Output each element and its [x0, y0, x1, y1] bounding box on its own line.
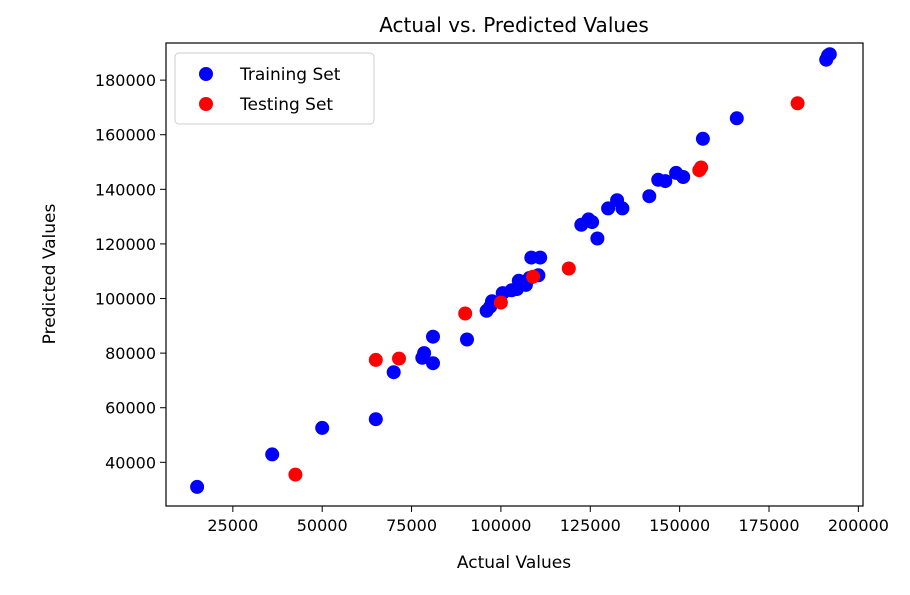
testing-point-8 — [694, 160, 709, 175]
training-point-24 — [585, 215, 600, 230]
x-tick-label-4: 125000 — [560, 516, 621, 535]
points-layer — [190, 47, 837, 494]
testing-point-4 — [493, 295, 508, 310]
y-tick-label-4: 120000 — [95, 235, 156, 254]
training-point-0 — [190, 479, 205, 494]
x-tick-label-6: 175000 — [738, 516, 799, 535]
x-tick-label-2: 75000 — [386, 516, 437, 535]
y-tick-label-1: 60000 — [105, 399, 156, 418]
chart-title: Actual vs. Predicted Values — [379, 13, 649, 37]
y-tick-label-3: 100000 — [95, 290, 156, 309]
y-tick-label-5: 140000 — [95, 180, 156, 199]
y-axis-label: Predicted Values — [40, 203, 60, 344]
training-point-34 — [695, 131, 710, 146]
training-point-38 — [822, 47, 837, 62]
training-point-3 — [368, 412, 383, 427]
legend-label-testing: Testing Set — [239, 95, 333, 115]
training-point-2 — [315, 420, 330, 435]
testing-point-9 — [790, 96, 805, 111]
y-tick-label-6: 160000 — [95, 126, 156, 145]
legend-frame — [174, 52, 375, 125]
training-point-25 — [590, 231, 605, 246]
y-tick-label-0: 40000 — [105, 453, 156, 472]
testing-point-5 — [526, 269, 541, 284]
training-point-4 — [386, 365, 401, 380]
y-axis: 40000 60000 80000 100000 120000 140000 160000 1… — [95, 71, 166, 472]
training-point-1 — [265, 447, 280, 462]
x-axis-label: Actual Values — [457, 553, 571, 573]
x-tick-label-5: 150000 — [649, 516, 710, 535]
x-axis: 25000 50000 75000 100000 125000 150000 175000 2… — [207, 506, 889, 535]
training-point-7 — [426, 329, 440, 344]
legend-label-training: Training Set — [239, 65, 341, 85]
training-point-31 — [658, 174, 673, 189]
x-tick-label-1: 50000 — [297, 516, 348, 535]
training-point-33 — [676, 170, 691, 184]
testing-point-0 — [288, 467, 303, 482]
legend-marker-training — [199, 67, 213, 81]
training-point-8 — [426, 356, 440, 371]
testing-point-2 — [392, 351, 406, 366]
training-point-6 — [417, 346, 432, 361]
x-tick-label-0: 25000 — [207, 516, 258, 535]
testing-point-6 — [561, 261, 576, 276]
plot-frame — [165, 42, 864, 507]
training-point-9 — [460, 332, 474, 347]
y-tick-label-2: 80000 — [105, 344, 156, 363]
x-tick-label-3: 100000 — [470, 516, 531, 535]
legend-marker-testing — [199, 97, 213, 111]
legend: Training Set Testing Set — [174, 52, 375, 125]
y-tick-label-7: 180000 — [95, 71, 156, 90]
training-point-35 — [729, 111, 744, 126]
training-point-26 — [601, 201, 616, 216]
training-point-21 — [533, 250, 548, 265]
x-tick-label-7: 200000 — [828, 516, 889, 535]
testing-point-3 — [458, 306, 473, 321]
training-point-29 — [642, 189, 657, 204]
training-point-28 — [615, 201, 630, 216]
testing-point-1 — [368, 352, 383, 367]
